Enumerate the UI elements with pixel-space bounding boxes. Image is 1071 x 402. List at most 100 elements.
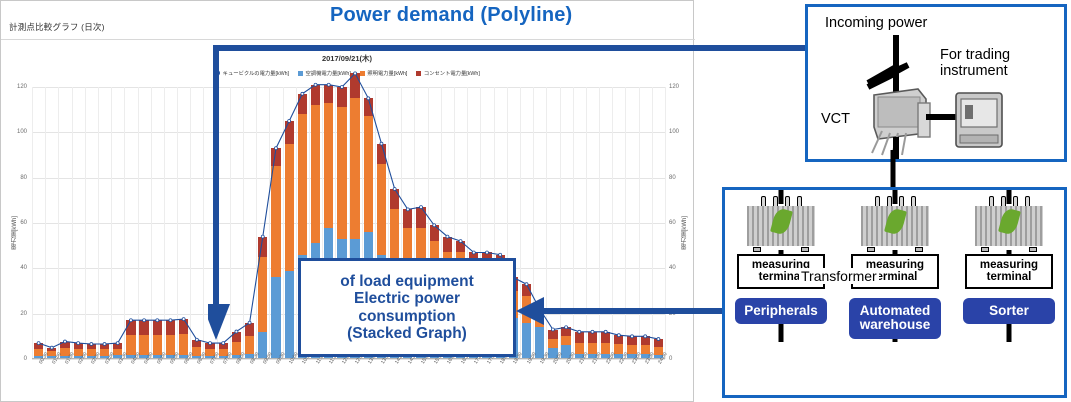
bar-segment	[653, 339, 663, 347]
bar-column[interactable]	[179, 319, 189, 359]
bar-segment	[244, 336, 255, 355]
bar-segment	[113, 355, 123, 359]
bar-column[interactable]	[192, 339, 202, 359]
bar-segment	[33, 355, 44, 359]
bar-column[interactable]	[73, 343, 83, 359]
gridline-vertical	[97, 87, 99, 359]
bar-segment	[152, 355, 162, 359]
legend-ring-marker	[214, 70, 221, 76]
bar-column[interactable]	[231, 331, 241, 359]
legend-item-2[interactable]: 照明電力量[kWh]	[359, 69, 407, 77]
bar-segment	[284, 270, 294, 359]
gridline-vertical	[58, 87, 60, 359]
bar-segment	[126, 320, 136, 335]
y-tick-right: 100	[669, 129, 680, 136]
bar-column[interactable]	[614, 335, 624, 359]
load-distribution-diagram: measuring terminal Peripherals measuring…	[722, 187, 1067, 398]
bar-segment	[60, 355, 70, 359]
bar-segment	[535, 327, 545, 359]
bar-segment	[99, 344, 110, 350]
bar-segment	[126, 355, 136, 359]
bar-column[interactable]	[218, 343, 228, 359]
y-tick-right: 120	[669, 84, 680, 90]
gridline-vertical	[190, 87, 192, 359]
load-button-peripherals[interactable]: Peripherals	[735, 297, 827, 325]
bar-segment	[205, 343, 215, 349]
bar-column[interactable]	[561, 327, 571, 359]
bar-segment	[640, 354, 650, 359]
bar-column[interactable]	[627, 336, 637, 359]
transformer-icon	[975, 196, 1043, 252]
bar-segment	[548, 329, 558, 339]
y-tick-right: 40	[669, 265, 676, 272]
incoming-power-label: Incoming power	[825, 15, 928, 31]
bar-column[interactable]	[548, 329, 558, 359]
transformer-icon	[747, 196, 815, 252]
bar-segment	[139, 320, 149, 335]
bar-column[interactable]	[653, 339, 663, 359]
bar-segment	[73, 348, 83, 356]
bar-segment	[614, 335, 624, 345]
bar-segment	[614, 354, 624, 359]
bar-segment	[73, 343, 83, 349]
legend-label: 空調機電力量[kWh]	[305, 71, 351, 77]
bar-column[interactable]	[601, 331, 611, 359]
bar-segment	[561, 327, 571, 337]
incoming-power-schematic	[866, 35, 1003, 159]
bar-column[interactable]	[126, 320, 136, 359]
y-axis-label-right: 電力量[kWh]	[682, 216, 688, 250]
gridline-vertical	[124, 87, 126, 359]
measuring-terminal-box: measuring terminal	[965, 254, 1053, 289]
bar-segment	[152, 320, 162, 335]
bar-column[interactable]	[60, 341, 70, 359]
bar-segment	[561, 336, 571, 346]
gridline-vertical	[84, 87, 86, 359]
bar-segment	[218, 343, 228, 349]
gridline-vertical	[137, 87, 139, 359]
legend-item-0[interactable]: キュービクルの電力量[kWh]	[214, 69, 289, 77]
legend-square-marker	[359, 70, 365, 76]
bar-column[interactable]	[33, 343, 44, 359]
bar-column[interactable]	[587, 331, 598, 359]
bar-column[interactable]	[640, 336, 650, 359]
bar-column[interactable]	[86, 344, 96, 359]
load-column-2: measuring terminal Sorter	[960, 196, 1058, 325]
bar-column[interactable]	[244, 322, 255, 359]
bar-column[interactable]	[99, 344, 110, 359]
load-button-sorter[interactable]: Sorter	[963, 297, 1055, 325]
bar-segment	[179, 319, 189, 334]
y-axis-label-left: 電力量[kWh]	[12, 216, 18, 250]
bar-column[interactable]	[205, 343, 215, 359]
measuring-terminal-box: measuring terminal	[737, 254, 825, 289]
bar-segment	[548, 347, 558, 359]
bar-segment	[614, 344, 624, 355]
bar-column[interactable]	[574, 331, 584, 359]
legend-item-3[interactable]: コンセント電力量[kWh]	[416, 69, 480, 77]
bar-column[interactable]	[139, 320, 149, 359]
bar-segment	[165, 355, 176, 359]
bar-segment	[47, 356, 57, 359]
bar-segment	[60, 347, 70, 356]
bar-segment	[218, 355, 228, 359]
gridline-vertical	[203, 87, 205, 359]
bar-column[interactable]	[152, 320, 162, 359]
y-tick-left: 20	[20, 310, 27, 317]
main-bus	[890, 150, 896, 192]
legend-label: キュービクルの電力量[kWh]	[222, 71, 290, 77]
bar-segment	[587, 354, 598, 359]
bar-column[interactable]	[113, 343, 123, 359]
legend-item-1[interactable]: 空調機電力量[kWh]	[298, 69, 351, 77]
bar-column[interactable]	[165, 320, 176, 359]
load-box-line-1: of load equipment	[340, 272, 474, 290]
gridline-vertical	[177, 87, 179, 359]
gridline-vertical	[150, 87, 152, 359]
bar-segment	[627, 336, 637, 346]
bar-segment	[653, 354, 663, 359]
bushings	[757, 196, 805, 208]
load-button-automated-warehouse[interactable]: Automated warehouse	[849, 297, 941, 339]
bar-segment	[258, 331, 268, 359]
bar-segment	[192, 339, 202, 347]
load-equipment-callout: of load equipment Electric power consump…	[298, 258, 516, 357]
y-tick-right: 80	[669, 174, 676, 181]
bar-segment	[548, 338, 558, 348]
